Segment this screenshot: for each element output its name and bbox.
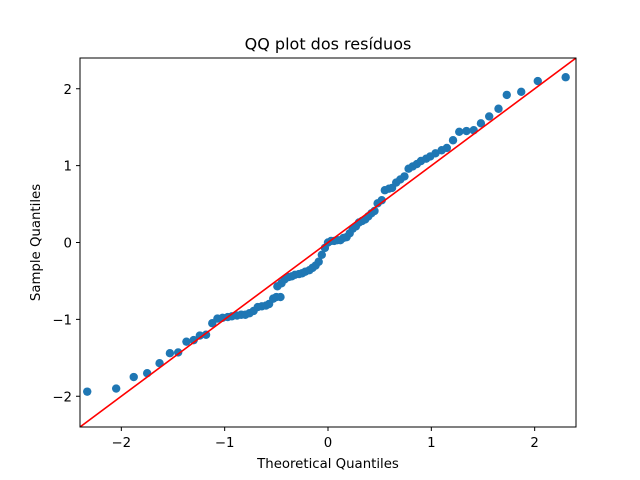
y-tick-label: −1	[52, 313, 72, 328]
data-point-40	[314, 257, 323, 266]
y-tick-label: 0	[64, 237, 72, 252]
data-point-78	[462, 126, 471, 136]
data-point-2	[129, 372, 138, 382]
data-point-60	[377, 196, 386, 205]
data-point-27	[276, 292, 285, 302]
chart-title: QQ plot dos resíduos	[245, 35, 412, 54]
data-point-66	[400, 172, 409, 181]
data-point-76	[448, 136, 458, 145]
data-point-1	[111, 384, 121, 393]
x-axis-label: Theoretical Quantiles	[256, 457, 399, 472]
data-point-80	[476, 119, 486, 128]
data-point-85	[533, 76, 542, 86]
data-point-81	[485, 112, 494, 121]
data-point-77	[455, 127, 464, 136]
x-tick-label: 2	[530, 436, 538, 451]
x-tick-label: −2	[112, 436, 132, 451]
data-point-82	[494, 104, 503, 113]
y-tick-label: 2	[64, 83, 72, 98]
data-point-10	[201, 330, 211, 339]
y-tick-label: −2	[52, 390, 72, 405]
y-axis-label: Sample Quantiles	[29, 184, 44, 301]
reference-line-group	[80, 58, 576, 427]
data-point-73	[431, 149, 440, 158]
x-tick-label: −1	[215, 436, 235, 451]
data-point-8	[189, 335, 198, 345]
data-point-7	[182, 337, 191, 346]
data-point-84	[517, 87, 526, 97]
data-point-75	[442, 143, 452, 153]
x-axis-ticks: −2 −1 0 1 2	[112, 427, 539, 451]
data-point-83	[502, 90, 511, 100]
x-tick-label: 1	[427, 436, 435, 451]
data-point-41	[317, 250, 326, 259]
data-point-9	[195, 331, 205, 340]
data-point-6	[173, 348, 183, 357]
data-point-5	[165, 349, 175, 358]
data-point-86	[561, 73, 570, 82]
axes-frame	[79, 57, 577, 428]
data-point-0	[83, 387, 92, 396]
x-tick-label: 0	[324, 436, 332, 451]
y-tick-label: 1	[64, 160, 72, 175]
reference-line	[80, 58, 576, 427]
y-axis-ticks: −2 −1 0 1 2	[52, 83, 80, 405]
